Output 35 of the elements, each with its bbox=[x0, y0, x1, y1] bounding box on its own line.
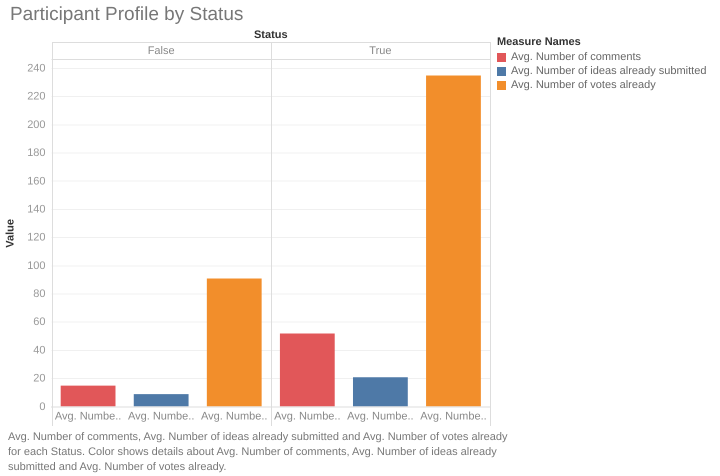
y-tick-label: 200 bbox=[27, 118, 46, 131]
y-tick-label: 140 bbox=[27, 203, 46, 216]
bar bbox=[426, 76, 481, 406]
bar bbox=[134, 394, 189, 406]
y-tick-label: 0 bbox=[39, 400, 46, 413]
y-tick-label: 60 bbox=[33, 316, 46, 328]
text: Avg. Number of comments, Avg. Number of ideas already submitted and Avg. Number of votes already for each Status. Color shows details about Avg. Number of comments, Avg. Number of ideas already submitted and Avg. Number of votes already. bbox=[8, 430, 508, 475]
y-tick-label: 20 bbox=[33, 372, 46, 385]
bar bbox=[206, 278, 262, 406]
text: False bbox=[148, 45, 175, 58]
legend-label: Avg. Number of comments bbox=[511, 51, 642, 63]
x-tick-label: Avg. Numbe.. bbox=[347, 410, 414, 422]
y-tick-label: 240 bbox=[27, 62, 46, 74]
chart-title: Participant Profile by Status bbox=[10, 4, 244, 26]
legend-title: Measure Names bbox=[497, 36, 582, 48]
x-tick-label: Avg. Numbe.. bbox=[274, 410, 341, 422]
legend-label: Avg. Number of votes already bbox=[511, 79, 656, 91]
y-tick-label: 180 bbox=[27, 147, 46, 160]
text: True bbox=[369, 45, 392, 58]
y-tick-label: 120 bbox=[27, 232, 46, 244]
legend-label: Avg. Number of ideas already submitted bbox=[511, 65, 706, 77]
x-tick-label: Avg. Numbe.. bbox=[420, 410, 487, 422]
bar bbox=[60, 386, 116, 406]
x-tick-label: Avg. Numbe.. bbox=[128, 410, 194, 422]
y-tick-label: 160 bbox=[27, 175, 46, 188]
y-tick-label: 220 bbox=[27, 90, 46, 103]
x-tick-label: Avg. Numbe.. bbox=[54, 410, 122, 422]
y-tick-label: 80 bbox=[33, 288, 46, 300]
bar bbox=[280, 333, 335, 406]
x-tick-label: Avg. Numbe.. bbox=[201, 410, 268, 422]
y-tick-label: 40 bbox=[33, 344, 46, 356]
y-tick-label: 100 bbox=[27, 260, 46, 272]
x-axis-title: Status bbox=[254, 29, 288, 42]
y-axis-title: Value bbox=[4, 219, 17, 248]
bar bbox=[352, 377, 408, 406]
